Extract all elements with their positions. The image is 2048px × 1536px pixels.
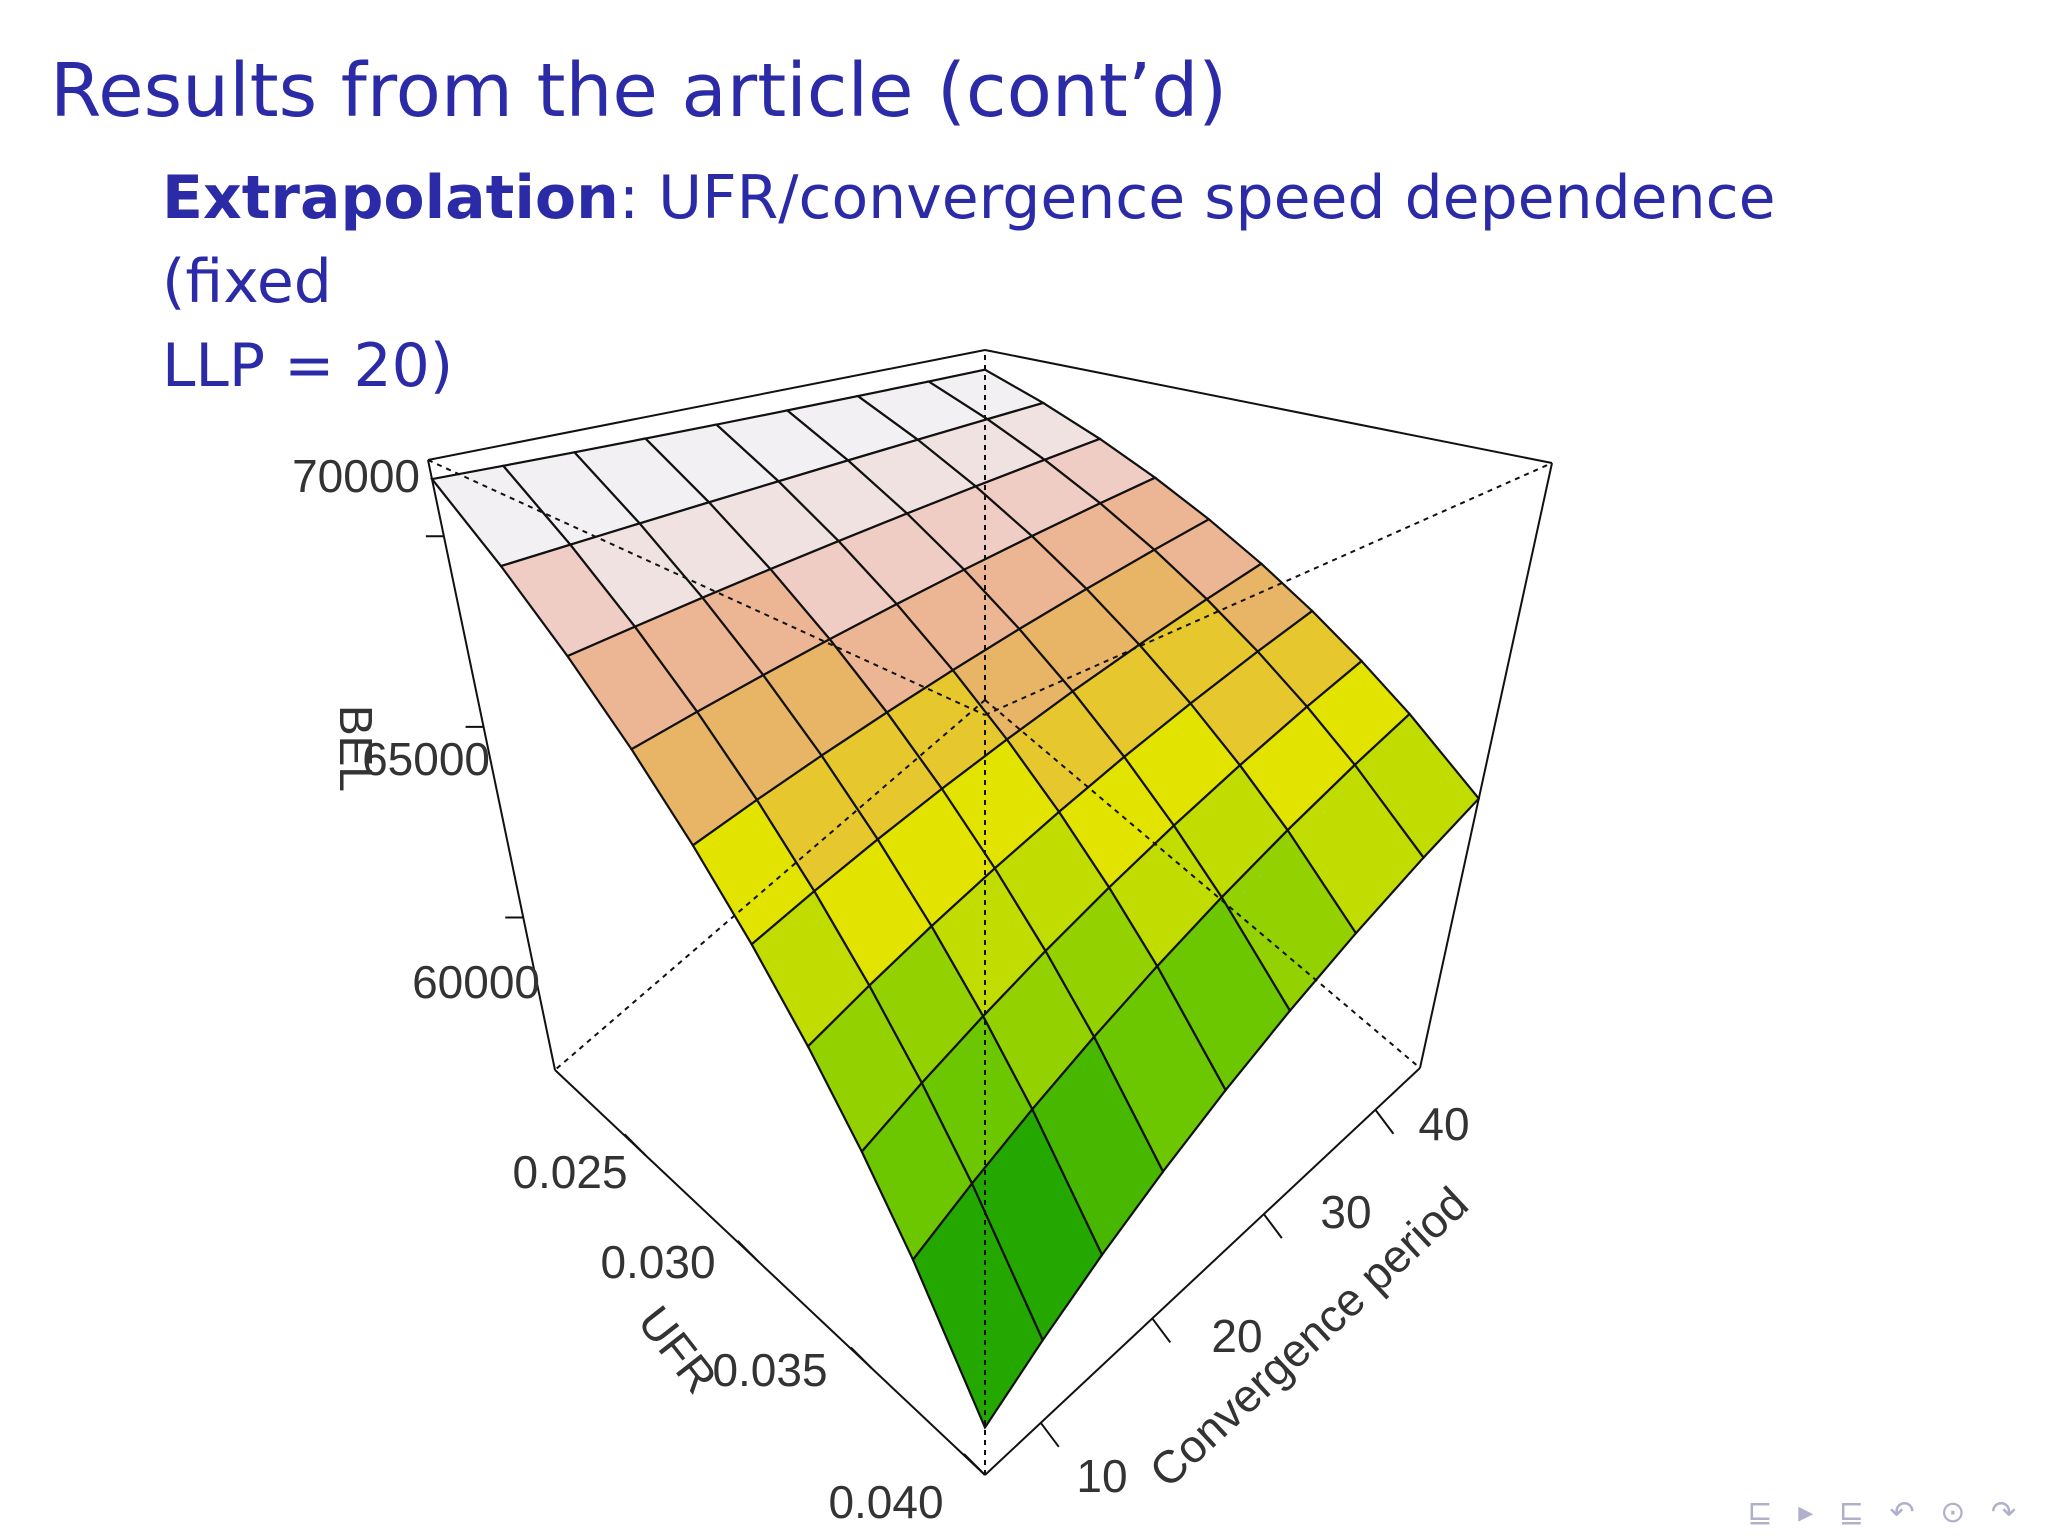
box-edge: [984, 1067, 1421, 1476]
slide-subtitle: Extrapolation: UFR/convergence speed dep…: [162, 156, 1922, 408]
bounding-box-back: [427, 350, 1553, 1475]
axis-tick: [736, 1240, 760, 1263]
axis-tick: [1263, 1213, 1283, 1239]
x-tick-label: 0.040: [828, 1476, 943, 1528]
box-edge: [1419, 462, 1553, 1069]
x-tick-label: 0.030: [600, 1236, 715, 1288]
y-tick-label: 20: [1211, 1310, 1262, 1362]
axis-tick: [1039, 1422, 1060, 1448]
box-edge-hidden: [984, 699, 1421, 1069]
axis-tick: [623, 1133, 647, 1156]
axis-tick: [963, 1453, 986, 1476]
box-edge: [984, 349, 1553, 464]
x-tick-label: 0.035: [712, 1344, 827, 1396]
axis-tick: [850, 1346, 873, 1370]
z-tick-label: 70000: [292, 450, 420, 502]
y-axis-label: Convergence period: [1139, 1177, 1477, 1498]
frame-nav-icon[interactable]: ⊑ ▸: [1747, 1495, 1822, 1530]
axis-tick: [1151, 1317, 1172, 1344]
z-axis-label: BEL: [330, 705, 382, 792]
box-edge: [427, 459, 556, 1071]
surface-cell: [911, 1181, 1044, 1430]
section-nav-icon[interactable]: ⊑: [1838, 1495, 1872, 1530]
subtitle-line2: LLP = 20): [162, 331, 454, 401]
slide-title: Results from the article (cont’d): [50, 48, 1228, 134]
x-tick-label: 0.025: [512, 1146, 627, 1198]
subtitle-rest: : UFR/convergence speed dependence (fixe…: [162, 163, 1776, 317]
box-edge-hidden: [554, 699, 986, 1071]
box-edge-hidden: [984, 462, 1553, 716]
subtitle-bold: Extrapolation: [162, 163, 619, 233]
beamer-navigation: ⊑ ▸ ⊑ ↶ ⊙ ↷: [1748, 1495, 2024, 1530]
axis-ticks: [425, 535, 1395, 1476]
y-tick-label: 30: [1320, 1186, 1371, 1238]
box-edge: [427, 349, 986, 461]
axis-tick: [1374, 1109, 1395, 1135]
y-tick-label: 40: [1418, 1098, 1469, 1150]
search-controls-icon[interactable]: ↶ ⊙ ↷: [1889, 1495, 2024, 1530]
z-tick-label: 65000: [362, 733, 490, 785]
box-edge-hidden: [427, 459, 986, 716]
y-tick-label: 10: [1076, 1450, 1127, 1502]
z-tick-label: 60000: [412, 956, 540, 1008]
surface-mesh: [430, 368, 1481, 1430]
